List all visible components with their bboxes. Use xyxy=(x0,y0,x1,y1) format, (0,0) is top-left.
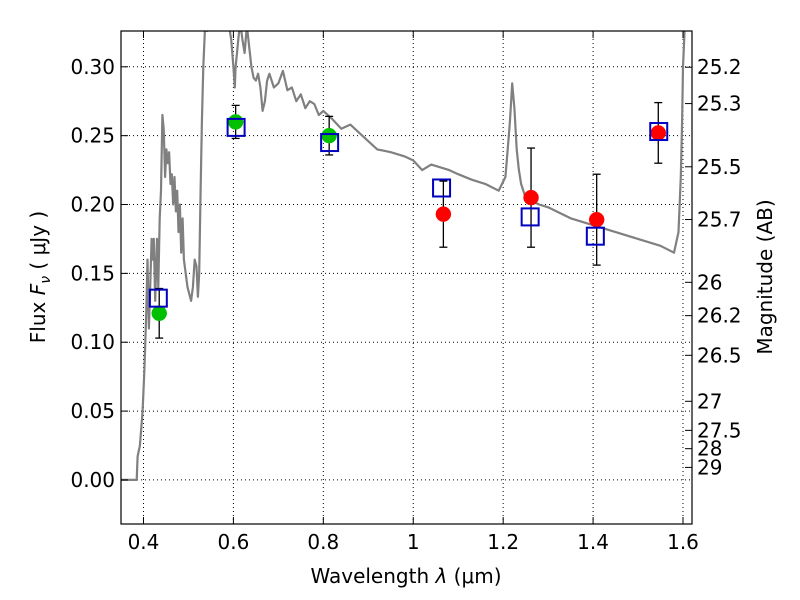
y-axis-label: Flux Fν ( μJy ) xyxy=(26,211,54,343)
y-tick-label: 0.20 xyxy=(70,193,115,217)
y2-tick-label: 28 xyxy=(697,437,722,461)
x-tick-label: 1.6 xyxy=(667,530,699,554)
x-tick-label: 1 xyxy=(407,530,420,554)
model-photometry-square xyxy=(585,226,605,246)
x-tick-label: 1.4 xyxy=(577,530,609,554)
x-axis-label: Wavelength λ (μm) xyxy=(310,564,501,588)
data-point xyxy=(435,206,452,222)
plot-frame xyxy=(120,30,693,525)
data-point xyxy=(151,305,167,322)
tick-labels-group: 0.4 0.6 0.8 1 1.2 1.4 1.6 0.00 0.05 0.10 0.15 0.20 0… xyxy=(70,55,741,554)
y2-tick-label: 26.5 xyxy=(697,343,742,367)
markers-group xyxy=(148,114,669,322)
y2-tick-label: 26 xyxy=(697,270,722,294)
y-tick-label: 0.10 xyxy=(70,330,115,354)
x-tick-label: 0.4 xyxy=(128,530,160,554)
y2-tick-label: 27 xyxy=(697,389,722,413)
y-tick-label: 0.05 xyxy=(70,399,115,423)
model-photometry-square xyxy=(226,117,246,137)
x-tick-label: 0.8 xyxy=(307,530,339,554)
model-photometry-square xyxy=(148,288,168,308)
x-tick-label: 0.6 xyxy=(217,530,249,554)
y2-tick-label: 25.2 xyxy=(697,55,742,79)
y2-tick-label: 25.7 xyxy=(697,208,742,232)
y-tick-label: 0.00 xyxy=(70,468,115,492)
model-curve-group xyxy=(121,31,686,481)
model-photometry-square xyxy=(320,133,340,153)
y-tick-label: 0.15 xyxy=(70,261,115,285)
model-photometry-square xyxy=(649,122,669,142)
y-tick-label: 0.30 xyxy=(70,55,115,79)
x-tick-label: 1.2 xyxy=(487,530,519,554)
y2-axis-label: Magnitude (AB) xyxy=(753,199,777,354)
y2-tick-label: 26.2 xyxy=(697,304,742,328)
y2-tick-label: 29 xyxy=(697,455,722,479)
data-point xyxy=(588,211,605,228)
y2-tick-label: 25.5 xyxy=(697,155,742,179)
data-point xyxy=(227,114,244,130)
y2-tick-label: 27.5 xyxy=(697,418,742,442)
data-point xyxy=(321,127,337,144)
data-point xyxy=(650,125,667,141)
y-tick-label: 0.25 xyxy=(70,124,115,148)
model-sed-line xyxy=(121,31,686,481)
y2-tick-label: 25.3 xyxy=(697,92,742,116)
ticks-group xyxy=(121,31,692,524)
data-point xyxy=(523,189,539,206)
model-photometry-square xyxy=(520,207,540,227)
model-photometry-square xyxy=(432,178,452,198)
